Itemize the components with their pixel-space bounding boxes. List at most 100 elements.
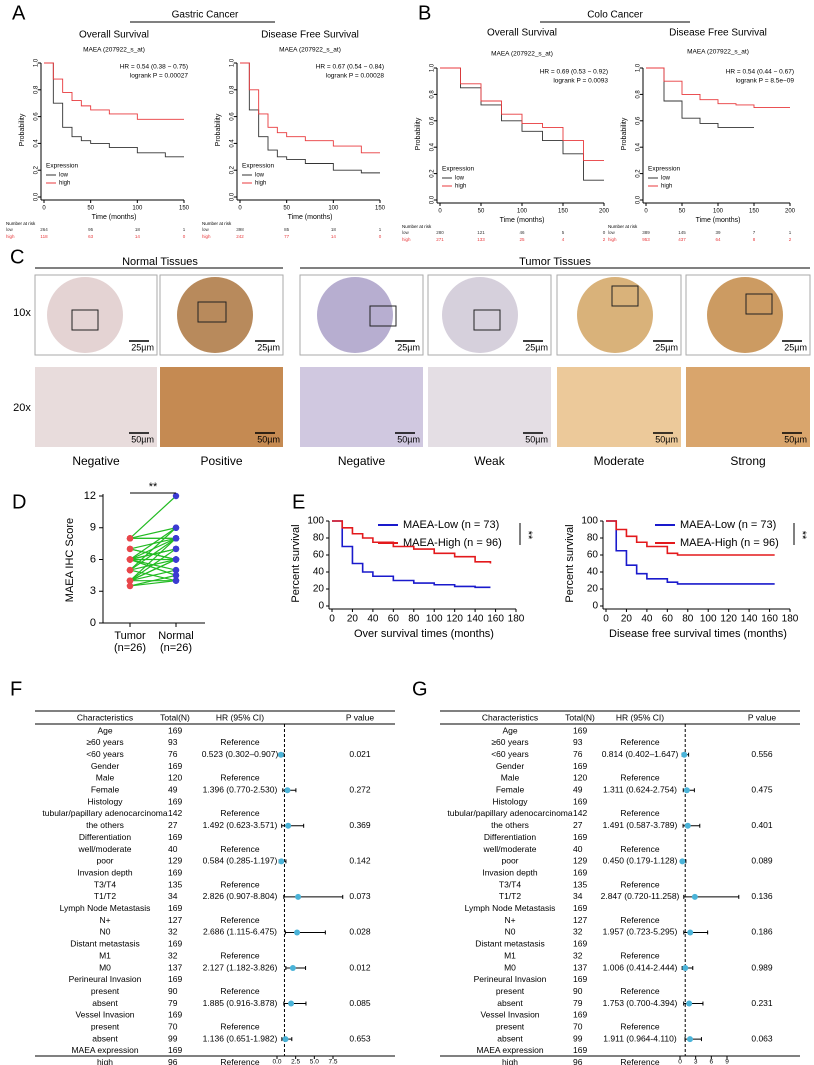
x-tick-label: 80 [408,614,420,625]
row-total: 99 [573,1033,583,1043]
hr-point [295,893,302,900]
row-total: 49 [573,785,583,795]
hr-point [683,787,690,794]
y-tick-label: 3 [90,585,96,597]
hr-point [686,1036,693,1043]
row-label: Perineural Invasion [69,974,142,984]
zoom-box [197,301,227,323]
zoom-box [611,285,639,307]
y-tick-label: 0.2 [230,165,236,174]
x-tick-label: 6 [710,1059,714,1065]
row-total: 49 [168,785,178,795]
risk-count: 271 [436,237,444,242]
y-tick-label: 0.8 [230,85,236,94]
risk-count: 264 [40,227,48,232]
legend-label: low [255,173,265,179]
scale-bar-label: 25µm [257,342,280,352]
risk-row-label: low [202,227,210,232]
risk-count: 1 [183,227,186,232]
annotation: HR = 0.69 (0.53 − 0.92) [540,69,608,76]
y-tick-label: 0.8 [34,85,40,94]
row-total: 76 [168,749,178,759]
row-label: Distant metastasis [70,939,139,949]
y-tick-label: 0.0 [230,192,236,201]
zoom-box [473,309,501,331]
x-axis-label: Time (months) [288,214,333,221]
data-point [126,535,134,542]
row-total: 169 [168,974,182,984]
row-label: absent [92,1033,118,1043]
row-label: <60 years [86,749,124,759]
row-total: 40 [573,844,583,854]
risk-title: Number at risk [6,221,36,226]
row-label: Male [96,773,115,783]
tissue-core [317,277,393,353]
group-title: Gastric Cancer [172,10,239,21]
row-p: 0.073 [349,891,371,901]
row-hr: Reference [620,950,659,960]
y-axis-label: Probability [415,117,422,150]
row-label: Differentiation [79,832,132,842]
row-label: Female [91,785,120,795]
row-label: Male [501,773,520,783]
row-label: poor [501,856,518,866]
row-p: 0.186 [751,927,773,937]
row-hr: 2.847 (0.720-11.258) [601,891,680,901]
hr-point [679,858,686,865]
row-label: present [496,1022,525,1032]
pair-line [129,548,177,561]
row-label: well/moderate [483,844,537,854]
scale-bar-label: 50µm [131,434,154,444]
survival-curve [646,67,790,109]
x-tick-label: 180 [508,614,525,625]
risk-row-label: high [202,234,211,239]
row-label: MAEA expression [71,1045,138,1055]
row-hr: 2.686 (1.115-6.475) [203,927,277,937]
y-tick-label: 1.0 [34,58,40,67]
panel-letter: E [292,491,305,513]
y-tick-label: 0.6 [430,116,436,125]
row-hr: 1.492 (0.623-3.571) [203,820,278,830]
row-hr: Reference [620,879,659,889]
column-label: Negative [338,454,386,468]
scale-bar-label: 50µm [257,434,280,444]
risk-count: 242 [236,234,244,239]
row-hr: Reference [620,915,659,925]
annotation: ** [149,481,158,493]
legend-title: Expression [242,163,275,170]
row-hr: 2.826 (0.907-8.804) [203,891,278,901]
risk-count: 25 [519,237,525,242]
x-tick-label: Tumor [114,630,146,642]
pair-line [129,558,177,576]
row-p: 0.475 [751,785,773,795]
column-label: Weak [474,454,505,468]
row-hr: Reference [220,808,259,818]
row-hr: Reference [220,879,259,889]
risk-count: 145 [678,230,686,235]
column-header: P value [346,712,374,722]
row-label: ≥60 years [491,737,528,747]
x-tick-label: 50 [283,206,290,212]
row-total: 135 [573,879,587,889]
y-tick-label: 0.8 [430,90,436,99]
survival-curve [44,62,184,158]
data-point [126,556,134,563]
row-p: 0.401 [751,820,773,830]
risk-count: 0 [183,234,186,239]
row-total: 127 [168,915,182,925]
y-tick-label: 40 [587,567,599,578]
y-tick-label: 0.4 [430,142,436,151]
x-axis-label: Disease free survival times (months) [609,628,787,640]
legend-label: MAEA-Low (n = 73) [680,519,776,531]
row-label: Female [496,785,525,795]
row-label: Gender [496,761,525,771]
row-label: Differentiation [484,832,537,842]
legend-label: MAEA-High (n = 96) [403,537,502,549]
row-total: 169 [168,796,182,806]
row-label: present [91,1022,120,1032]
x-tick-label: 160 [487,614,504,625]
row-total: 90 [573,986,583,996]
row-label: Age [97,725,112,735]
row-hr: Reference [220,844,259,854]
risk-count: 1 [379,227,382,232]
